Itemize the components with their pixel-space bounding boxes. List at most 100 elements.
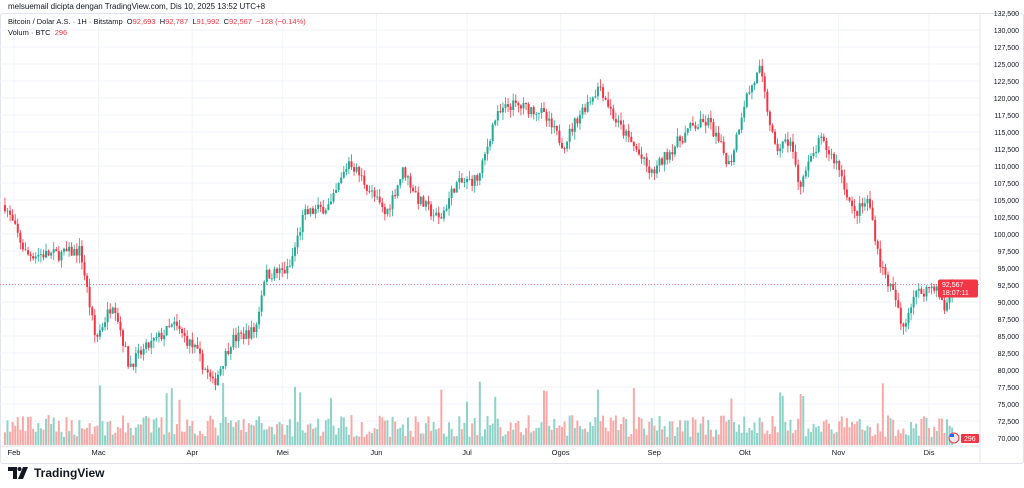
volume-bar	[612, 420, 615, 445]
candle-body	[532, 107, 535, 115]
candle-body	[104, 322, 107, 328]
volume-bar	[530, 432, 533, 445]
candle-body	[476, 175, 479, 181]
volume-bar	[193, 433, 196, 445]
y-tick-label: 102,500	[994, 215, 1019, 222]
volume-bar	[145, 415, 148, 445]
volume-bar	[892, 419, 895, 445]
candle-body	[507, 104, 510, 107]
volume-bar	[188, 425, 191, 445]
candle-body	[199, 348, 202, 354]
candle-body	[435, 212, 438, 216]
close-value: 92,567	[229, 17, 252, 26]
volume-bar	[288, 419, 291, 445]
volume-bar	[933, 426, 936, 445]
y-tick-label: 70,000	[998, 436, 1020, 443]
tradingview-logo[interactable]: TradingView	[8, 466, 104, 480]
volume-bar	[9, 431, 12, 445]
candle-body	[825, 140, 828, 151]
volume-bar	[512, 429, 515, 445]
volume-bar	[830, 429, 833, 445]
candle-body	[52, 249, 55, 253]
candle-body	[373, 190, 376, 197]
candle-body	[301, 214, 304, 233]
candle-body	[142, 348, 145, 355]
volume-bar	[211, 419, 214, 445]
candle-body	[399, 179, 402, 186]
volume-bar	[481, 436, 484, 445]
volume-bar	[358, 436, 361, 445]
volume-bar	[409, 430, 412, 445]
volume-bar	[265, 429, 268, 445]
volume-bar	[902, 428, 905, 445]
volume-bar	[514, 422, 517, 445]
volume-bar	[637, 416, 640, 445]
candle-body	[928, 287, 931, 289]
candle-body	[730, 161, 733, 163]
candle-body	[388, 208, 391, 210]
volume-bar	[347, 434, 350, 445]
volume-label[interactable]: Volum · BTC	[8, 28, 51, 37]
candle-body	[925, 287, 928, 297]
volume-bar	[596, 389, 599, 445]
volume-bar	[717, 434, 720, 445]
volume-bar	[268, 426, 271, 445]
candle-body	[42, 254, 45, 258]
volume-bar	[507, 431, 510, 445]
volume-bar	[19, 429, 22, 445]
volume-bar	[460, 429, 463, 445]
candle-body	[453, 188, 456, 193]
volume-bar	[45, 418, 48, 445]
candle-body	[21, 242, 24, 250]
volume-bar	[676, 427, 679, 445]
volume-bar	[340, 416, 343, 445]
volume-bar	[668, 421, 671, 445]
candle-body	[196, 344, 199, 349]
candle-body	[876, 241, 879, 249]
x-tick-label: Apr	[186, 448, 198, 457]
candle-body	[727, 161, 730, 165]
volume-bar	[373, 428, 376, 445]
volume-bar	[645, 434, 648, 445]
candle-body	[668, 152, 671, 160]
candle-body	[460, 178, 463, 183]
candle-body	[853, 206, 856, 212]
chart-caption: melsuemail dicipta dengan TradingView.co…	[8, 2, 266, 11]
candle-body	[337, 183, 340, 190]
y-tick-label: 80,000	[998, 368, 1020, 375]
candle-body	[75, 248, 78, 256]
volume-bar	[702, 416, 705, 445]
candle-body	[401, 167, 404, 180]
volume-bar	[132, 434, 135, 445]
candle-body	[874, 219, 877, 242]
candle-body	[178, 325, 181, 329]
candle-body	[376, 196, 379, 198]
candle-body	[181, 328, 184, 333]
volume-bar	[809, 432, 812, 445]
symbol-name[interactable]: Bitcoin / Dolar A.S. · 1H · Bitstamp	[8, 17, 123, 26]
y-tick-label: 82,500	[998, 351, 1020, 358]
volume-bar	[537, 427, 540, 445]
candle-body	[360, 175, 363, 177]
candle-body	[514, 100, 517, 103]
volume-bar	[286, 424, 289, 445]
candle-body	[897, 300, 900, 308]
candle-body	[29, 254, 32, 257]
candle-body	[237, 332, 240, 342]
volume-bar	[314, 427, 317, 445]
volume-bar	[599, 421, 602, 445]
volume-bar	[671, 421, 674, 445]
volume-bar	[709, 429, 712, 445]
volume-bar	[725, 421, 728, 445]
volume-bar	[499, 427, 502, 445]
candle-body	[658, 158, 661, 166]
candle-body	[676, 136, 679, 147]
volume-bar	[833, 433, 836, 445]
candle-body	[371, 190, 374, 192]
y-tick-label: 77,500	[998, 385, 1020, 392]
volume-bar	[694, 419, 697, 445]
volume-bar	[820, 431, 823, 445]
volume-bar	[661, 429, 664, 445]
candle-body	[353, 167, 356, 172]
